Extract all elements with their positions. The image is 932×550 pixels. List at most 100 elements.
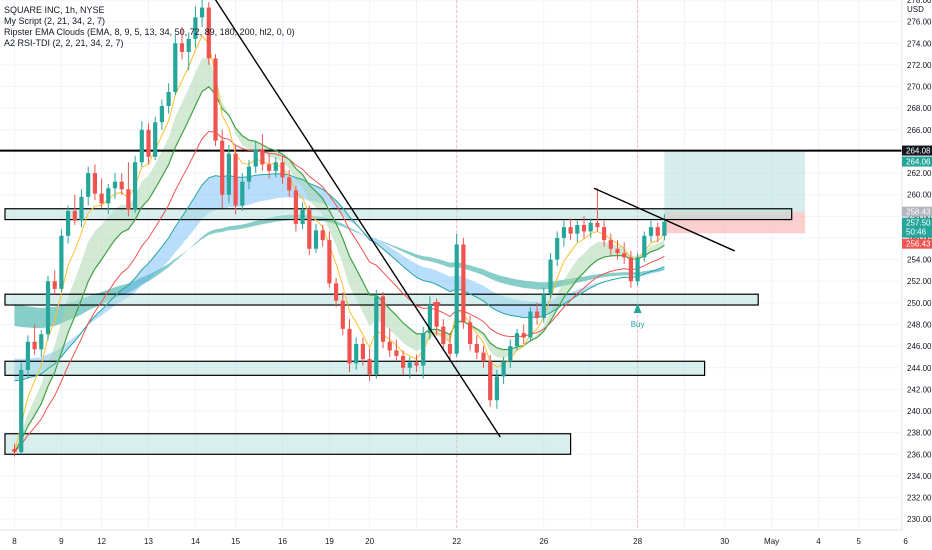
candle — [481, 346, 486, 368]
time-tick-label: 6 — [903, 537, 908, 546]
candle — [226, 144, 231, 204]
candle — [293, 186, 298, 232]
candle — [12, 443, 17, 457]
candle — [642, 231, 647, 262]
time-tick-label: 28 — [633, 537, 642, 546]
price-tick-label: 272.00 — [907, 61, 932, 70]
price-tick-label: 268.00 — [907, 104, 932, 113]
time-axis[interactable]: 8 9 12 13 14 15 16 19 20 22 26 28 30 May 4 5 6 — [0, 529, 932, 550]
candle — [200, 0, 205, 28]
signals: Buy — [432, 302, 644, 329]
candle — [32, 324, 37, 355]
price-axis[interactable]: 230.00 232.00 234.00 236.00 238.00 240.00 242.… — [901, 0, 932, 550]
candle — [394, 339, 399, 362]
price-tick-label: 238.00 — [907, 429, 932, 438]
candle — [347, 319, 352, 373]
candle — [615, 240, 620, 260]
candle-body — [173, 43, 178, 92]
candle-body — [662, 221, 667, 236]
candle-body — [233, 153, 238, 206]
candle — [588, 218, 593, 238]
candle — [367, 348, 372, 381]
candle-body — [52, 281, 57, 289]
time-axis-bg — [0, 530, 932, 550]
candle-body — [588, 222, 593, 232]
candle-body — [200, 7, 205, 18]
indicator-rsi-tdi[interactable]: A2 RSI-TDI (2, 2, 21, 34, 2, 7) — [4, 38, 124, 48]
candle — [59, 229, 64, 293]
candle — [387, 328, 392, 357]
candle-body — [25, 341, 30, 370]
candle — [280, 155, 285, 184]
candle-body — [112, 181, 118, 189]
ema-34-line — [14, 173, 665, 382]
candle-body — [327, 240, 332, 284]
candle — [655, 222, 660, 243]
time-tick-label: 15 — [231, 537, 240, 546]
symbol-title[interactable]: SQUARE INC, 1h, NYSE — [4, 5, 105, 15]
candle-body — [394, 350, 399, 356]
ema-clouds — [14, 58, 665, 453]
candle-body — [535, 311, 540, 318]
candle — [421, 326, 426, 379]
price-tick-label: 270.00 — [907, 83, 932, 92]
candle-body — [387, 341, 392, 351]
candle-body — [575, 224, 580, 234]
candle — [79, 189, 84, 228]
time-tick-label: 12 — [97, 537, 106, 546]
currency-label: USD — [907, 5, 924, 14]
price-label-text: 264.06 — [906, 158, 931, 167]
candle-body — [72, 210, 77, 221]
candle — [427, 296, 432, 340]
candle — [380, 292, 386, 349]
candles — [12, 0, 667, 457]
candle — [474, 335, 479, 360]
candle-body — [106, 188, 111, 204]
candle — [153, 116, 158, 161]
trendlines[interactable] — [212, 0, 736, 438]
candle-body — [602, 227, 607, 241]
price-axis-bg — [902, 0, 932, 550]
candle-body — [313, 230, 319, 249]
candle-body — [79, 196, 84, 221]
price-tick-label: 250.00 — [907, 299, 932, 308]
candle-body — [595, 222, 600, 228]
ema-21-line — [14, 130, 665, 453]
candle-body — [380, 296, 386, 342]
price-tick-label: 244.00 — [907, 364, 932, 373]
candle-body — [628, 257, 633, 282]
indicator-ema-clouds[interactable]: Ripster EMA Clouds (EMA, 8, 9, 5, 13, 34… — [4, 27, 295, 37]
time-tick-label: 30 — [720, 537, 729, 546]
price-label-text: 257.50 — [906, 219, 931, 228]
candle-body — [354, 343, 359, 364]
time-tick-label: 4 — [816, 537, 821, 546]
candle — [287, 169, 292, 197]
support-zone — [4, 208, 793, 221]
candle-body — [474, 343, 479, 353]
indicator-my-script[interactable]: My Script (2, 21, 34, 2, 7) — [4, 16, 106, 26]
candle — [454, 233, 459, 357]
candle-body — [12, 448, 17, 453]
candle-body — [240, 181, 245, 206]
price-tick-label: 234.00 — [907, 472, 932, 481]
candle — [45, 275, 51, 340]
candle — [528, 307, 533, 342]
candle — [561, 220, 566, 247]
candle — [334, 277, 339, 308]
candle — [99, 178, 104, 208]
price-tick-label: 232.00 — [907, 494, 932, 503]
time-tick-label: 14 — [191, 537, 200, 546]
candle — [414, 354, 419, 373]
candle — [240, 173, 245, 211]
candle — [86, 166, 91, 206]
long-position-tool[interactable] — [664, 150, 806, 234]
candle-body — [608, 240, 613, 249]
candle — [360, 337, 365, 366]
candle-body — [501, 361, 506, 377]
candle — [401, 350, 406, 375]
candle-body — [622, 253, 627, 258]
price-label-box — [902, 206, 932, 217]
candle — [186, 32, 191, 71]
candle-body — [555, 237, 560, 260]
